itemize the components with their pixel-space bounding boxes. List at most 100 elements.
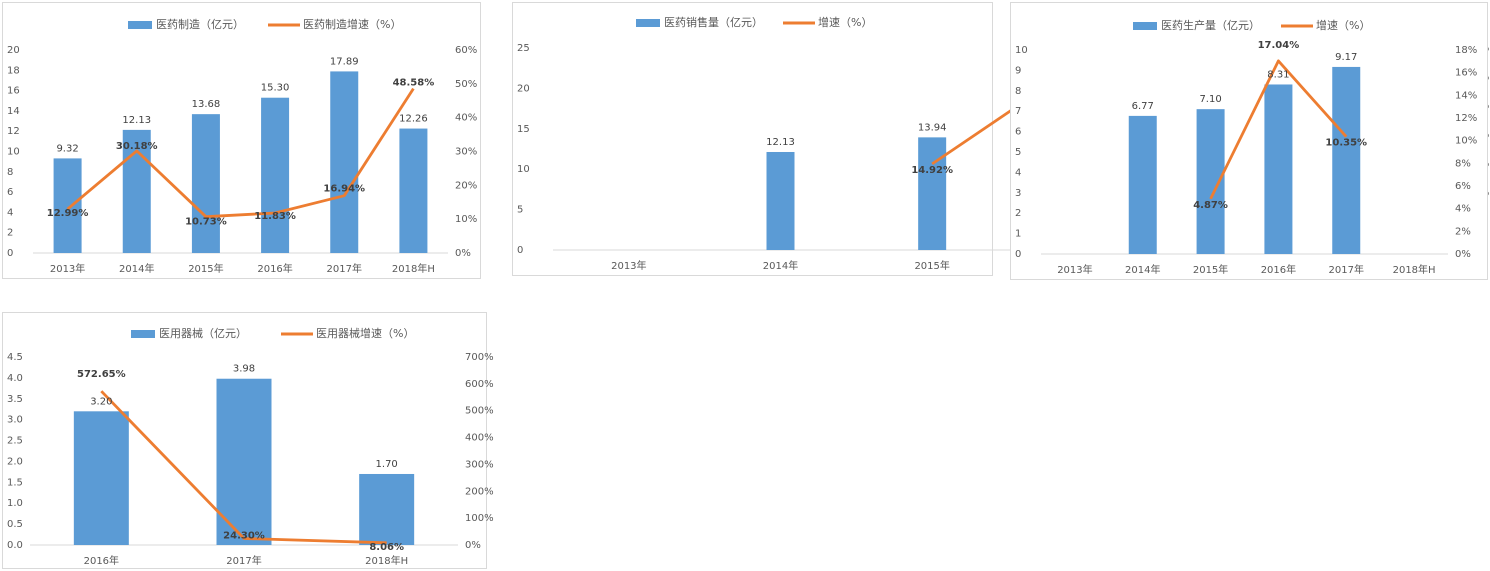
bar (766, 151, 795, 250)
y-right-tick-label: 12% (1455, 113, 1477, 124)
bar-data-label: 1.70 (376, 459, 398, 470)
bar (191, 114, 220, 253)
chart-svg: 医药制造（亿元） 医药制造增速（%） 0 2 4 6 8 10 12 14 16 18 20 0% 10% 2… (7, 17, 477, 275)
bar-data-label: 12.13 (766, 137, 795, 148)
y-left-tick-label: 10 (7, 147, 20, 158)
y-right-tick-label: 6% (1455, 181, 1471, 192)
y-left-tick-label: 18 (7, 65, 20, 76)
bar-data-label: 13.68 (192, 99, 221, 110)
x-tick-label: 2014年 (1125, 263, 1160, 276)
y-right-tick-label: 400% (465, 433, 494, 444)
line-data-label: 4.87% (1193, 200, 1228, 211)
x-tick-label: 2018年H (1393, 263, 1436, 276)
y-right-tick-label: 700% (465, 352, 494, 363)
bar (918, 137, 947, 250)
y-left-tick-label: 15 (517, 124, 530, 135)
bar (1264, 84, 1293, 254)
y-right-tick-label: 40% (455, 113, 477, 124)
series-line (66, 87, 415, 219)
y-left-tick-label: 5 (1015, 147, 1021, 158)
y-left-tick-label: 1.0 (7, 498, 23, 509)
bar-data-label: 6.77 (1132, 101, 1154, 112)
legend-line-label: 增速（%） (1316, 18, 1370, 32)
legend-bar-swatch (636, 19, 660, 27)
legend-line-label: 增速（%） (818, 15, 872, 29)
y-right-tick-label: 18% (1455, 45, 1477, 56)
chart-panel-medical-devices: 医用器械（亿元） 医用器械增速（%） 0.0 0.5 1.0 1.5 2.0 2.5 3.0 3.… (2, 312, 494, 569)
bar (399, 128, 428, 253)
bar (53, 158, 82, 253)
legend-bar-label: 医用器械（亿元） (159, 326, 247, 340)
x-tick-label: 2015年 (1193, 263, 1228, 276)
y-left-tick-label: 4 (7, 207, 13, 218)
y-left-tick-label: 10 (517, 164, 530, 175)
y-right-tick-label: 500% (465, 406, 494, 417)
bar-data-label: 12.13 (122, 115, 151, 126)
x-tick-label: 2014年 (119, 262, 154, 275)
y-left-tick-label: 10 (1015, 45, 1028, 56)
x-tick-label: 2016年 (257, 262, 292, 275)
x-tick-label: 2016年 (84, 554, 119, 567)
line-data-label: 24.30% (223, 530, 265, 541)
y-right-tick-label: 10% (1455, 136, 1477, 147)
y-right-tick-label: 300% (465, 459, 494, 470)
line-data-label: 10.73% (185, 217, 227, 228)
legend-bar-label: 医药制造（亿元） (156, 17, 244, 31)
y-right-tick-label: 10% (455, 214, 477, 225)
bar-data-label: 13.94 (918, 122, 947, 133)
x-tick-label: 2013年 (50, 262, 85, 275)
y-right-tick-label: 0% (465, 540, 481, 551)
y-left-tick-label: 2 (1015, 208, 1021, 219)
y-right-tick-label: 200% (465, 486, 494, 497)
y-right-tick-label: 60% (455, 45, 477, 56)
bar (1332, 66, 1361, 254)
line-data-label: 10.35% (1325, 138, 1367, 149)
bar (330, 71, 359, 253)
x-tick-label: 2017年 (327, 262, 362, 275)
chart-svg: 医药销售量（亿元）增速（%）05101520250%5%10%15%20%25%… (517, 15, 1489, 272)
x-tick-label: 2017年 (226, 554, 261, 567)
chart-svg: 医用器械（亿元） 医用器械增速（%） 0.0 0.5 1.0 1.5 2.0 2.5 3.0 3.… (7, 326, 494, 567)
y-left-tick-label: 12 (7, 126, 20, 137)
y-right-tick-label: 100% (465, 513, 494, 524)
chart-panel-pharma-sales: 医药销售量（亿元）增速（%）05101520250%5%10%15%20%25%… (512, 2, 1489, 276)
y-right-tick-label: 0% (455, 248, 471, 259)
y-left-tick-label: 6 (1015, 127, 1021, 138)
line-data-label: 8.06% (369, 542, 404, 553)
y-right-tick-label: 30% (455, 147, 477, 158)
legend-line-label: 医药制造增速（%） (303, 17, 401, 31)
y-left-tick-label: 3.0 (7, 415, 23, 426)
y-left-tick-label: 0 (517, 245, 523, 256)
y-right-tick-label: 2% (1455, 226, 1471, 237)
chart-panel-pharma-production: 医药生产量（亿元） 增速（%） 0 1 2 3 4 5 6 7 8 9 10 0% 2% 4% 6% 8% 10% 1… (1010, 2, 1488, 280)
y-right-tick-label: 4% (1455, 204, 1471, 215)
y-left-tick-label: 1.5 (7, 477, 23, 488)
bar-data-label: 9.32 (56, 143, 78, 154)
legend-bar-swatch (131, 330, 155, 338)
y-left-tick-label: 0 (7, 248, 13, 259)
legend-bar-swatch (128, 21, 152, 29)
x-tick-label: 2013年 (1057, 263, 1092, 276)
legend-bar-label: 医药销售量（亿元） (664, 15, 763, 29)
y-left-tick-label: 4.5 (7, 352, 23, 363)
bar-data-label: 3.98 (233, 364, 255, 375)
x-tick-label: 2016年 (1261, 263, 1296, 276)
x-tick-label: 2014年 (763, 259, 798, 272)
y-left-tick-label: 3.5 (7, 394, 23, 405)
legend-line-label: 医用器械增速（%） (316, 326, 414, 340)
y-left-tick-label: 4.0 (7, 373, 23, 384)
y-left-tick-label: 0 (1015, 249, 1021, 260)
line-data-label: 572.65% (77, 369, 126, 380)
bar (261, 97, 290, 253)
bar (73, 411, 129, 545)
x-tick-label: 2013年 (611, 259, 646, 272)
y-left-tick-label: 25 (517, 43, 530, 54)
y-left-tick-label: 8 (1015, 86, 1021, 97)
x-tick-label: 2018年H (392, 262, 435, 275)
line-data-label: 11.83% (254, 211, 296, 222)
bar-data-label: 12.26 (399, 114, 428, 125)
line-data-label: 17.04% (1258, 40, 1300, 51)
bar (1128, 115, 1157, 254)
y-right-tick-label: 8% (1455, 158, 1471, 169)
line-data-label: 12.99% (47, 208, 89, 219)
